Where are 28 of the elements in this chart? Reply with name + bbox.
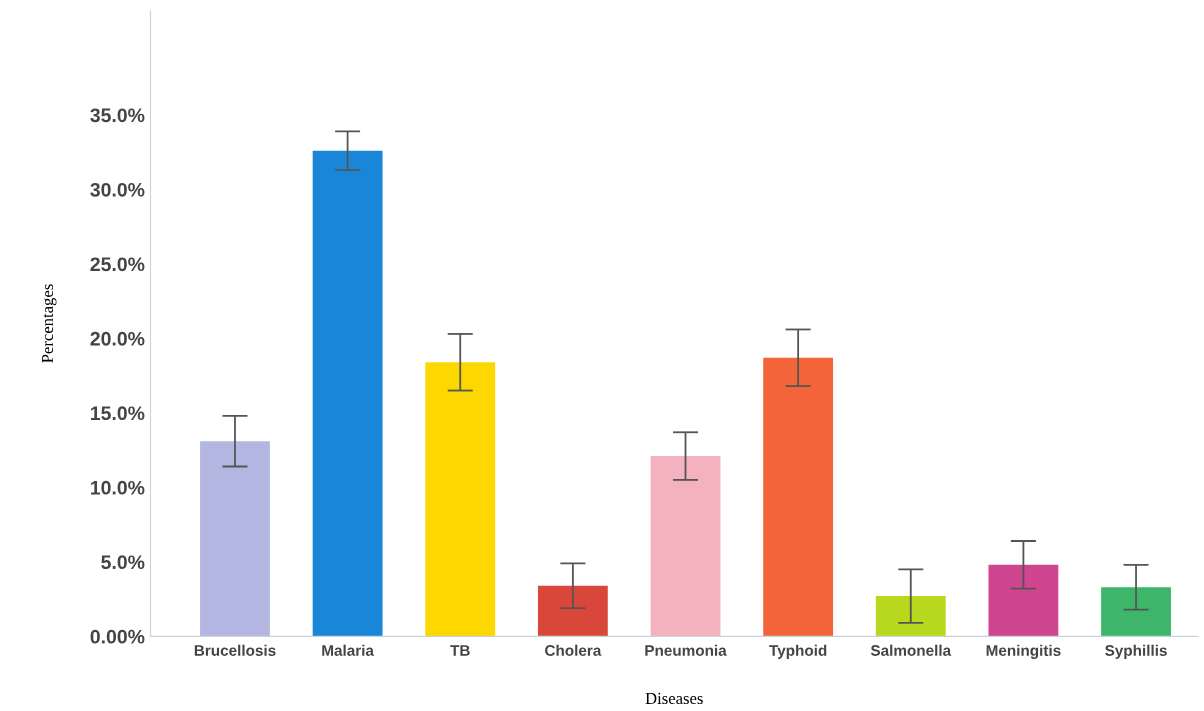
x-tick-label: Syphillis bbox=[1105, 644, 1167, 659]
y-tick-label: 10.0% bbox=[91, 480, 145, 495]
bar bbox=[1101, 587, 1171, 637]
x-tick-label: Brucellosis bbox=[194, 644, 276, 656]
y-tick-label: 30.0% bbox=[90, 182, 145, 197]
y-tick-label: 15.0% bbox=[91, 406, 145, 421]
bar bbox=[988, 564, 1059, 637]
bar bbox=[425, 362, 496, 637]
x-tick-label: TB bbox=[450, 645, 470, 656]
bar bbox=[650, 456, 721, 637]
y-axis-title: Percentages bbox=[41, 284, 57, 363]
y-tick-label: 35.0% bbox=[90, 108, 145, 123]
y-tick-label: 25.0% bbox=[90, 257, 145, 272]
x-tick-label: Malaria bbox=[322, 644, 375, 656]
x-tick-label: Meningitis bbox=[986, 644, 1061, 659]
x-tick-label: Typhoid bbox=[769, 644, 827, 659]
bar bbox=[200, 441, 270, 637]
x-axis-title: Diseases bbox=[645, 692, 703, 705]
y-tick-label: 20.0% bbox=[90, 331, 145, 346]
x-tick-label: Salmonella bbox=[870, 644, 952, 656]
bar bbox=[537, 585, 608, 637]
y-tick-label: 0.00% bbox=[90, 629, 145, 644]
bar bbox=[875, 596, 946, 637]
bar bbox=[763, 357, 834, 637]
bar bbox=[312, 150, 383, 637]
x-tick-label: Cholera bbox=[545, 644, 602, 656]
y-tick-label: 5.0% bbox=[101, 555, 145, 570]
x-tick-label: Pneumonia bbox=[645, 644, 727, 656]
